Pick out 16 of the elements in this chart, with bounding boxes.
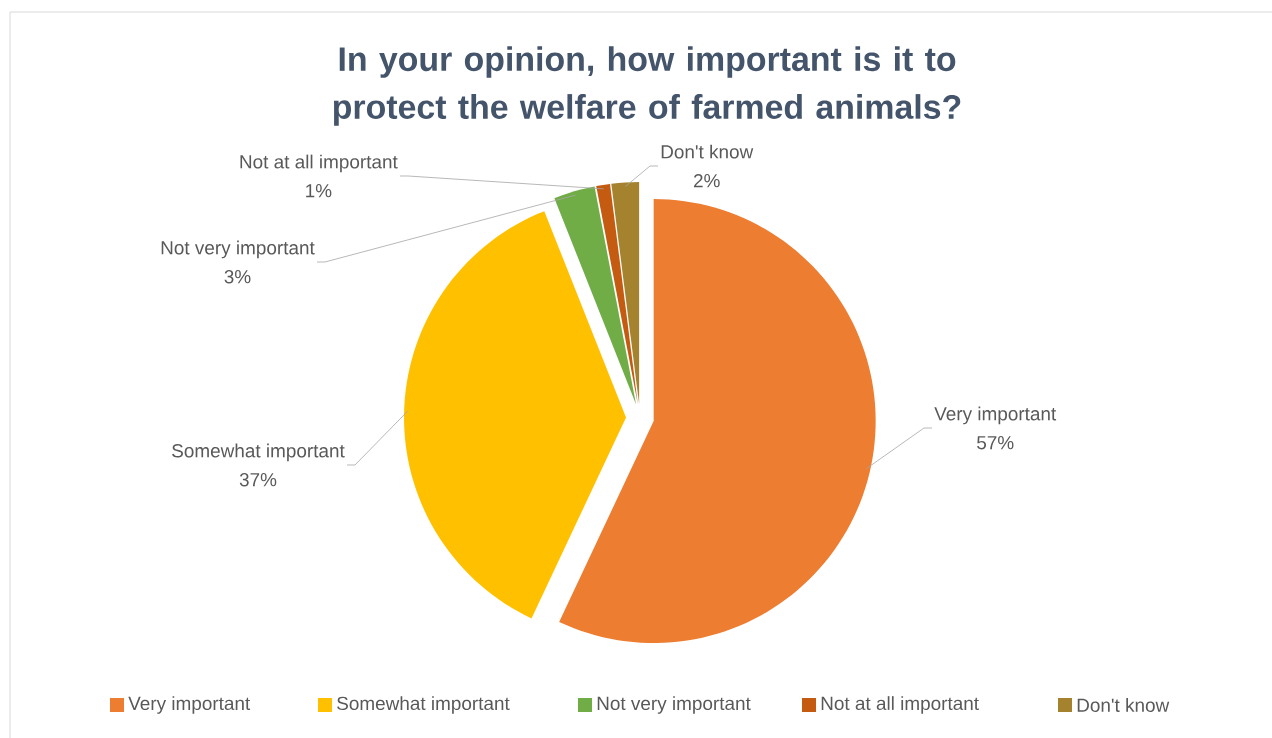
- chart-title: In your opinion, how important is it to protect the welfare of farmed animals?: [333, 46, 961, 126]
- data-label: 37%: [239, 472, 277, 487]
- data-label: 2%: [694, 174, 720, 188]
- legend-label: Don't know: [1077, 698, 1170, 712]
- data-label: 3%: [224, 269, 251, 284]
- slice-label: Not at all important: [240, 154, 398, 173]
- data-label: 57%: [977, 436, 1014, 450]
- slice-label: Don't know: [661, 144, 754, 159]
- slice-label: Not very important: [161, 240, 315, 259]
- legend-label: Somewhat important: [337, 696, 510, 714]
- legend-label: Not at all important: [821, 696, 979, 714]
- slice-label: Very important: [934, 406, 1057, 425]
- data-label: 1%: [306, 184, 332, 198]
- legend-label: Not very important: [597, 696, 751, 714]
- slice-label: Somewhat important: [172, 443, 345, 462]
- legend-label: Very important: [128, 696, 251, 714]
